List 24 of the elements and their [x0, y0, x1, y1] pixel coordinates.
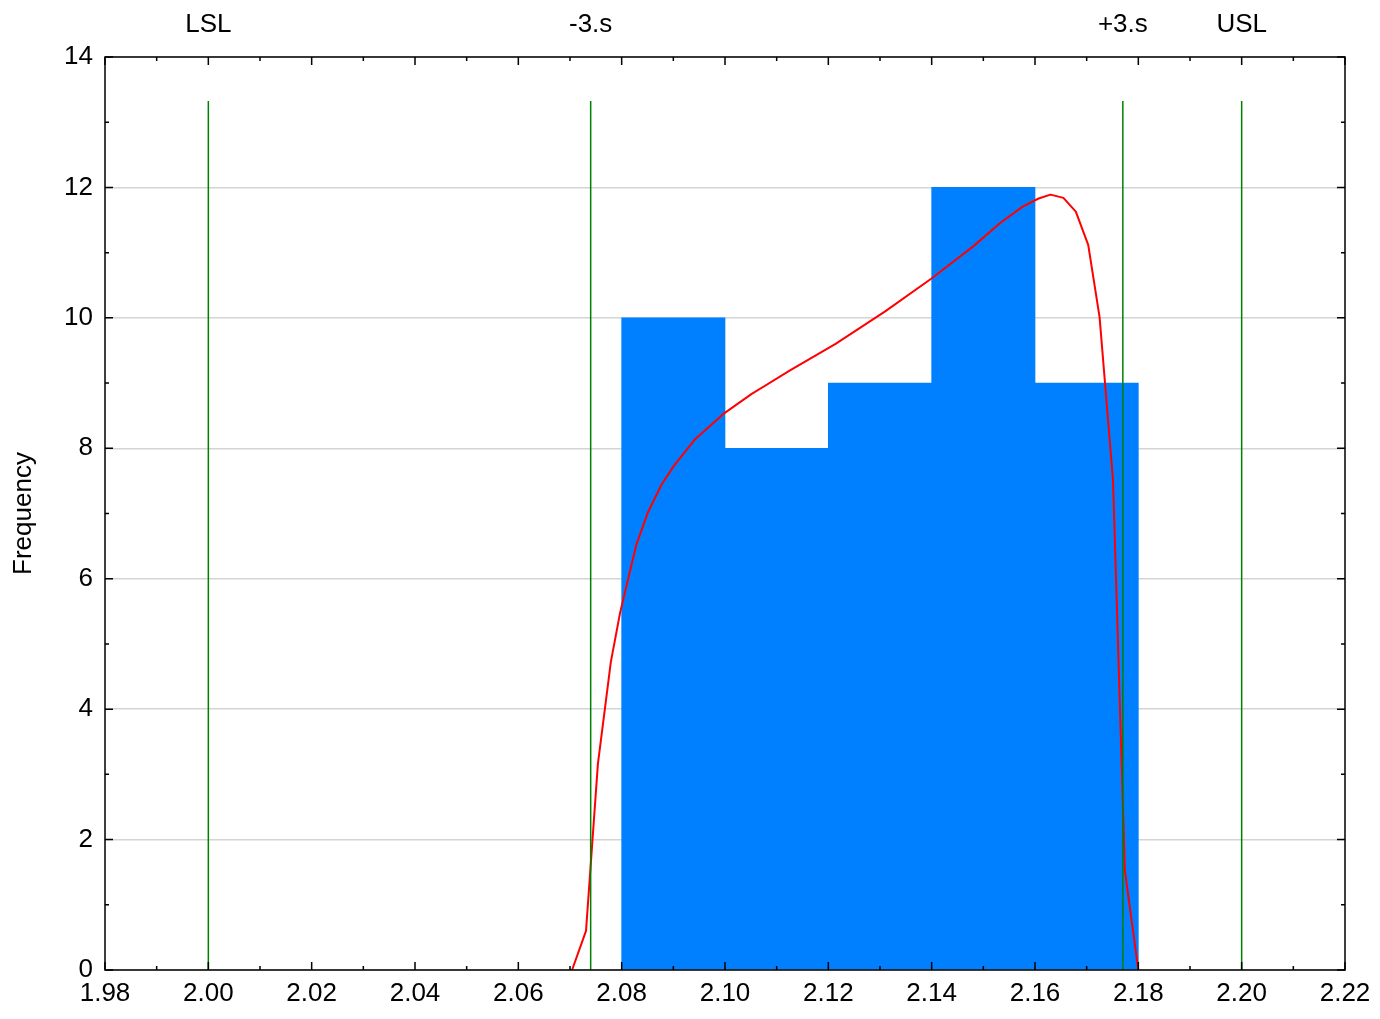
y-axis-title: Frequency — [6, 452, 37, 575]
x-tick-label: 2.02 — [286, 976, 337, 1007]
y-tick-label: 4 — [78, 692, 93, 723]
ref-line-label: -3.s — [568, 8, 613, 39]
x-tick-label: 2.22 — [1319, 976, 1371, 1007]
y-tick-label: 8 — [78, 431, 93, 462]
ref-line-label: USL — [1216, 8, 1267, 39]
y-tick-label: 10 — [64, 301, 93, 332]
ref-line-label: +3.s — [1097, 8, 1148, 39]
y-tick-label: 6 — [78, 561, 93, 592]
y-tick-label: 12 — [64, 170, 93, 201]
y-tick-label: 14 — [64, 40, 93, 71]
x-tick-label: 2.16 — [1009, 976, 1061, 1007]
x-tick-label: 2.08 — [596, 976, 647, 1007]
ref-line-label: LSL — [185, 8, 232, 39]
x-tick-label: 2.04 — [389, 976, 441, 1007]
x-tick-label: 2.12 — [803, 976, 854, 1007]
y-tick-label: 2 — [78, 822, 93, 853]
x-tick-label: 2.18 — [1113, 976, 1164, 1007]
x-tick-label: 2.06 — [493, 976, 544, 1007]
x-tick-label: 2.10 — [699, 976, 751, 1007]
x-tick-label: 2.20 — [1216, 976, 1267, 1007]
x-tick-label: 2.00 — [183, 976, 234, 1007]
x-tick-label: 2.14 — [906, 976, 957, 1007]
